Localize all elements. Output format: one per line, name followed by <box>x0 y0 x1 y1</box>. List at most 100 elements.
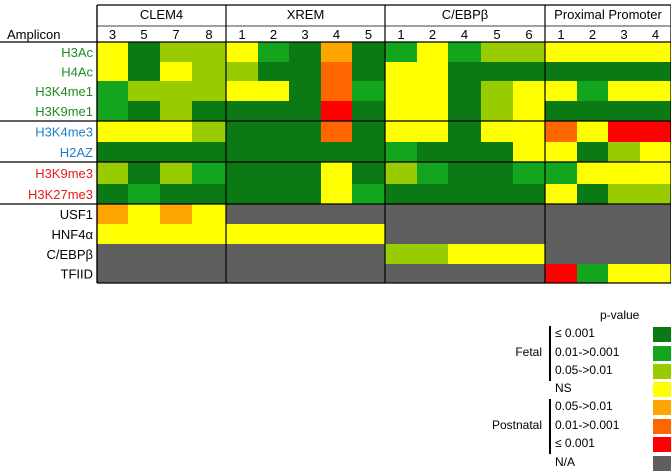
heatmap-cell <box>192 162 226 184</box>
heatmap-cell <box>481 121 513 142</box>
legend-group-postnatal: Postnatal <box>491 418 542 432</box>
heatmap-cell <box>160 81 192 101</box>
heatmap-cell <box>352 81 385 101</box>
heatmap-cell <box>577 184 608 204</box>
legend-swatch <box>653 327 671 342</box>
heatmap-cell <box>608 184 640 204</box>
heatmap-cell <box>577 264 608 283</box>
heatmap-cell <box>352 224 385 244</box>
heatmap-cell <box>321 264 352 283</box>
heatmap-cell <box>258 162 289 184</box>
heatmap-cell <box>513 184 545 204</box>
heatmap-cell <box>352 204 385 224</box>
column-label: 4 <box>333 27 340 42</box>
heatmap-cell <box>608 101 640 121</box>
fetal-bracket <box>549 326 551 381</box>
heatmap-cell <box>97 62 128 81</box>
heatmap-cell <box>513 224 545 244</box>
column-label: 4 <box>652 27 659 42</box>
heatmap-cell <box>160 224 192 244</box>
legend-swatch <box>653 382 671 397</box>
heatmap-cell <box>226 142 258 162</box>
group-header: XREM <box>287 7 325 22</box>
row-label: H3Ac <box>61 45 93 60</box>
column-label: 2 <box>429 27 436 42</box>
heatmap-cell <box>608 224 640 244</box>
legend-swatch <box>653 419 671 434</box>
column-label: 3 <box>620 27 627 42</box>
heatmap-cell <box>321 204 352 224</box>
heatmap-cell <box>289 121 321 142</box>
heatmap-cell <box>640 184 671 204</box>
heatmap-cell <box>289 142 321 162</box>
legend-item-label: ≤ 0.001 <box>555 436 595 450</box>
column-label: 3 <box>301 27 308 42</box>
heatmap-cell <box>577 62 608 81</box>
heatmap-cell <box>513 204 545 224</box>
heatmap-cell <box>545 204 577 224</box>
heatmap-cell <box>640 81 671 101</box>
heatmap-cell <box>448 42 481 62</box>
heatmap-cell <box>481 62 513 81</box>
heatmap-cell <box>97 42 128 62</box>
heatmap-cell <box>448 62 481 81</box>
heatmap-cell <box>513 101 545 121</box>
heatmap-cell <box>160 162 192 184</box>
legend-swatch <box>653 456 671 471</box>
heatmap-cell <box>640 224 671 244</box>
heatmap-cell <box>352 62 385 81</box>
heatmap-cell <box>481 244 513 264</box>
heatmap-cell <box>289 42 321 62</box>
heatmap-cell <box>385 204 417 224</box>
legend-swatch <box>653 364 671 379</box>
row-label: H4Ac <box>61 65 93 80</box>
heatmap-cell <box>417 162 448 184</box>
heatmap-cell <box>192 244 226 264</box>
heatmap-cell <box>640 142 671 162</box>
heatmap-cell <box>608 142 640 162</box>
heatmap-cell <box>513 121 545 142</box>
heatmap-cell <box>481 184 513 204</box>
column-label: 1 <box>397 27 404 42</box>
heatmap-cell <box>289 264 321 283</box>
heatmap-cell <box>417 81 448 101</box>
heatmap-cell <box>417 62 448 81</box>
heatmap-cell <box>321 42 352 62</box>
heatmap-cell <box>226 162 258 184</box>
heatmap-cell <box>545 81 577 101</box>
heatmap-cell <box>448 142 481 162</box>
column-label: 5 <box>140 27 147 42</box>
heatmap-cell <box>192 121 226 142</box>
row-label: H2AZ <box>60 145 93 160</box>
heatmap-cell <box>289 184 321 204</box>
heatmap-cell <box>448 224 481 244</box>
heatmap-cell <box>97 121 128 142</box>
column-label: 2 <box>270 27 277 42</box>
heatmap-cell <box>481 224 513 244</box>
heatmap-cell <box>160 264 192 283</box>
postnatal-bracket <box>549 399 551 454</box>
heatmap-cell <box>258 184 289 204</box>
heatmap-cell <box>448 184 481 204</box>
heatmap-cell <box>385 184 417 204</box>
heatmap-cell <box>160 62 192 81</box>
column-label: 1 <box>238 27 245 42</box>
legend-group-fetal: Fetal <box>515 345 542 359</box>
row-label: H3K4me1 <box>35 84 93 99</box>
heatmap-cell <box>258 62 289 81</box>
heatmap-labels: H3Ac H4Ac H3K4me1 H3K9me1 H3K4me3 H2AZ H3K9me3… <box>7 7 662 282</box>
heatmap-cell <box>577 224 608 244</box>
row-label: USF1 <box>60 207 93 222</box>
heatmap-cell <box>258 42 289 62</box>
heatmap-cell <box>258 101 289 121</box>
row-label: C/EBPβ <box>47 247 94 262</box>
heatmap-cell <box>192 224 226 244</box>
heatmap-cell <box>352 162 385 184</box>
heatmap-cell <box>97 264 128 283</box>
heatmap-cell <box>192 42 226 62</box>
heatmap-cell <box>321 142 352 162</box>
heatmap-cell <box>352 42 385 62</box>
heatmap-cell <box>417 121 448 142</box>
heatmap-cell <box>513 162 545 184</box>
heatmap-cell <box>417 264 448 283</box>
